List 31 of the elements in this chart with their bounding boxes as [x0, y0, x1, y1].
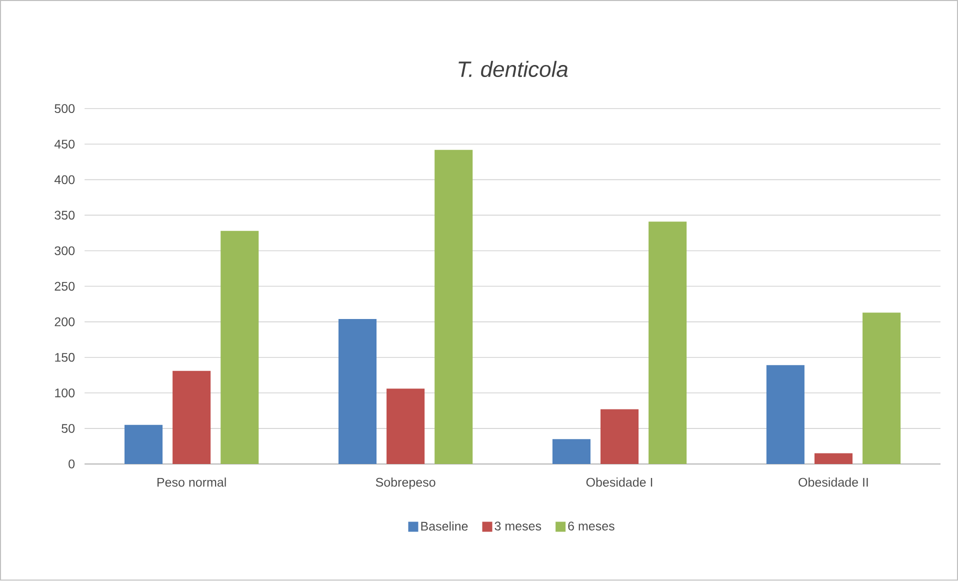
- y-tick-label: 0: [68, 460, 75, 469]
- y-tick-label: 150: [55, 353, 75, 362]
- x-tick-label: Obesidade II: [798, 478, 868, 487]
- y-tick-label: 350: [54, 210, 75, 220]
- legend-label: 3 meses: [494, 522, 542, 531]
- bar: [386, 388, 425, 464]
- y-tick-label: 250: [54, 282, 75, 291]
- legend-label: 6 meses: [568, 522, 614, 531]
- legend-label: Baseline: [421, 522, 468, 531]
- bar: [814, 454, 853, 464]
- y-tick-label: 500: [54, 104, 75, 114]
- y-tick-label: 200: [54, 318, 75, 326]
- x-tick-label: Obesidade I: [586, 478, 652, 487]
- bar: [220, 231, 259, 464]
- y-tick-label: 300: [54, 246, 75, 256]
- y-tick-label: 400: [54, 175, 75, 184]
- bar: [766, 365, 804, 464]
- bar: [552, 439, 590, 464]
- chart-title: T. denticola: [458, 61, 568, 78]
- bar: [124, 425, 163, 464]
- x-tick-label: Sobrepeso: [376, 478, 436, 490]
- x-tick-label: Peso normal: [157, 478, 226, 487]
- bar: [172, 371, 211, 464]
- bar: [600, 409, 639, 464]
- y-tick-label: 100: [55, 388, 75, 398]
- y-tick-label: 450: [54, 140, 75, 149]
- bar: [338, 319, 377, 464]
- bar: [434, 150, 473, 464]
- bar: [862, 312, 901, 464]
- y-tick-label: 50: [62, 424, 75, 434]
- bar: [648, 222, 687, 464]
